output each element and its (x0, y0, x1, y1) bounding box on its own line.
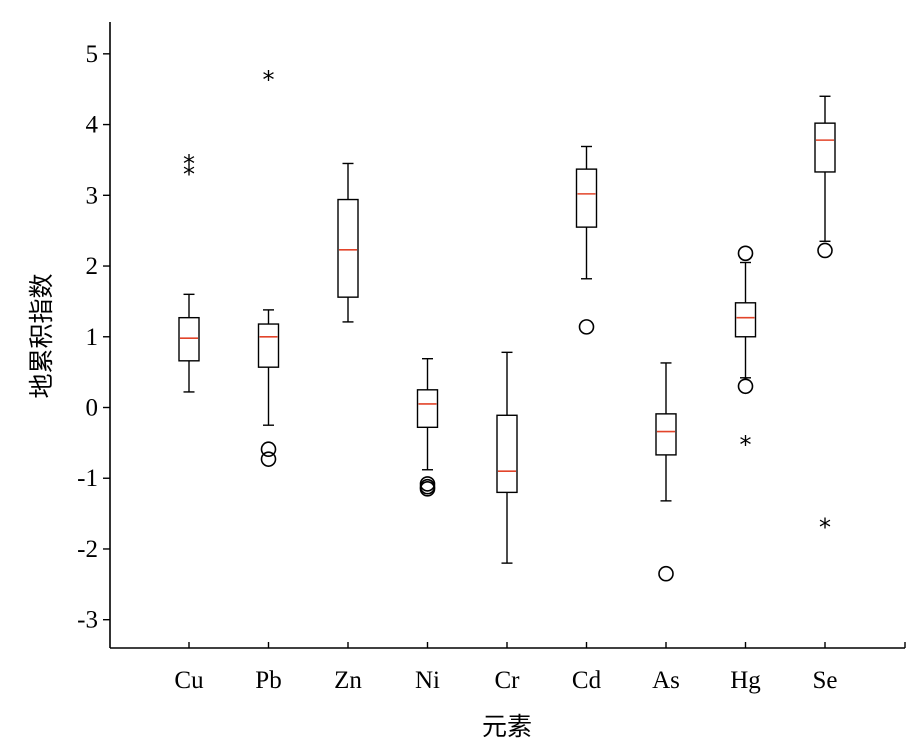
y-tick-label: 2 (86, 253, 99, 280)
box-iqr (814, 122, 836, 173)
box-group-pb: * (257, 66, 280, 467)
x-axis-title: 元素 (482, 712, 532, 741)
x-tick-label: Cr (495, 667, 521, 694)
box-group-hg: * (734, 245, 757, 459)
box-group-ni (416, 357, 439, 497)
outlier-circle (737, 378, 754, 395)
outlier-circle (658, 565, 674, 582)
outlier-star: * (183, 150, 195, 178)
box-iqr (496, 414, 518, 494)
box-iqr (655, 413, 677, 456)
box-iqr (416, 389, 439, 429)
x-tick-label: As (652, 667, 680, 694)
boxes-layer: ***** (178, 66, 836, 582)
outlier-circle (260, 451, 277, 467)
box-group-zn (337, 162, 359, 323)
box-iqr (734, 302, 757, 338)
box-iqr (575, 168, 598, 228)
outlier-star: * (263, 66, 275, 94)
box-group-as (655, 362, 677, 582)
y-tick-label: -2 (77, 536, 98, 563)
x-tick-label: Ni (415, 667, 440, 694)
outlier-circle (578, 319, 595, 335)
y-axis-title: 地累积指数 (27, 273, 56, 398)
x-tick-label: Hg (730, 667, 761, 694)
y-tick-label: 3 (86, 182, 99, 209)
box-group-cd (575, 145, 598, 335)
outlier-circle (419, 481, 436, 497)
y-tick-label: -3 (77, 607, 98, 634)
x-tick-label: Cu (174, 667, 204, 694)
box-group-cu: ** (178, 150, 200, 393)
box-group-se: * (814, 95, 836, 542)
outlier-star: * (819, 514, 831, 542)
outlier-circle (260, 441, 277, 458)
x-tick-label: Se (813, 667, 838, 694)
x-tick-label: Cd (572, 667, 602, 694)
y-tick-label: -1 (77, 465, 98, 492)
axes-layer: -3 -2 -1 0 1 2 3 4 5 Cu Pb Zn Ni Cr Cd As Hg Se (77, 22, 906, 694)
y-tick-label: 0 (86, 395, 99, 422)
outlier-star: * (740, 431, 752, 459)
y-tick-label: 4 (86, 112, 99, 139)
outlier-star: * (183, 161, 195, 189)
outlier-circle (737, 245, 754, 262)
box-iqr (257, 323, 280, 368)
box-iqr (178, 316, 200, 362)
y-tick-label: 1 (86, 324, 99, 351)
box-iqr (337, 198, 359, 298)
outlier-circle (817, 242, 833, 259)
x-tick-label: Zn (334, 667, 362, 694)
box-group-cr (496, 351, 518, 564)
x-tick-label: Pb (255, 667, 281, 694)
y-tick-label: 5 (86, 41, 99, 68)
